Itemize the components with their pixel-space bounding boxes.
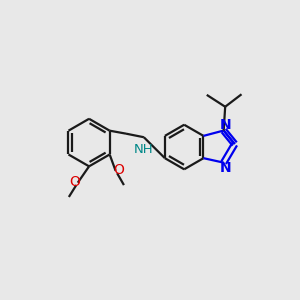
Text: N: N	[220, 118, 231, 132]
Text: O: O	[69, 175, 80, 189]
Text: O: O	[113, 163, 124, 177]
Text: N: N	[220, 161, 231, 175]
Text: NH: NH	[134, 142, 154, 156]
